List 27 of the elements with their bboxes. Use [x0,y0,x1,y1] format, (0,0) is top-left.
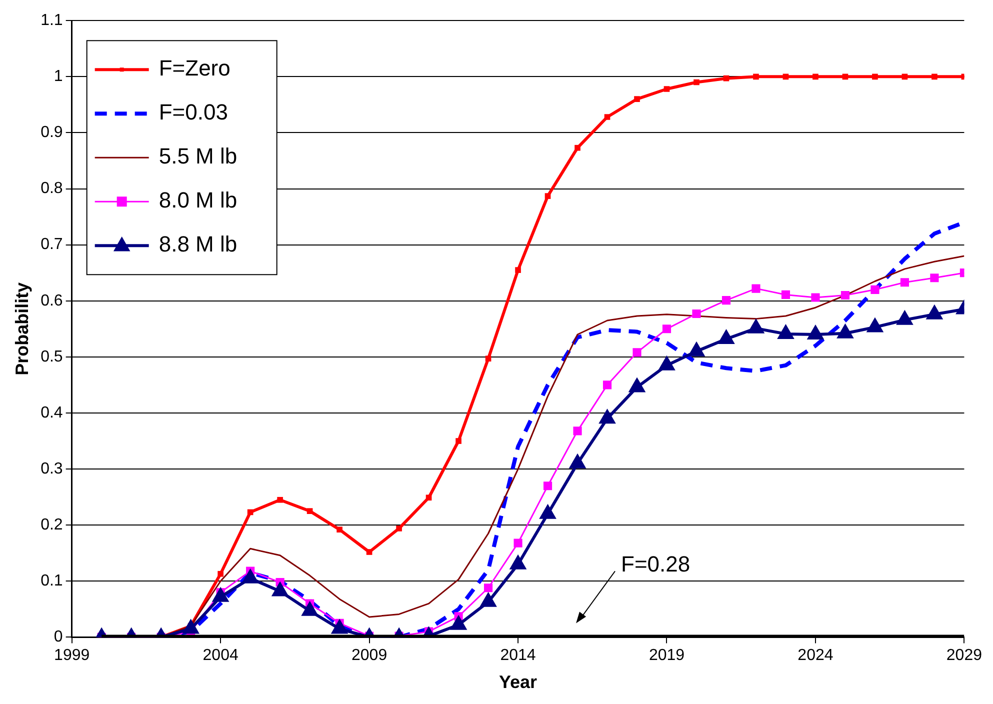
legend-label: 8.0 M lb [158,188,238,213]
y-tick-label: 0.8 [40,180,63,198]
x-tick-label: 2004 [202,647,238,664]
y-tick-label: 0.5 [40,348,63,366]
legend-label: 8.8 M lb [158,232,238,257]
x-tick-label: 1999 [54,647,90,664]
x-tick-label: 2014 [500,647,536,664]
legend-label: F=0.03 [158,100,228,125]
y-axis-title: Probability [12,282,32,376]
y-tick-label: 0.1 [40,572,63,590]
y-tick-label: 0.7 [40,236,63,254]
legend-label: F=Zero [158,56,230,81]
x-tick-label: 2029 [946,647,982,664]
y-tick-label: 0.2 [40,516,63,534]
y-tick-label: 0.4 [40,404,63,422]
y-tick-label: 0 [54,628,63,646]
y-tick-label: 0.3 [40,460,63,478]
y-tick-label: 0.6 [40,292,63,310]
x-tick-label: 2024 [798,647,834,664]
y-tick-label: 1.1 [40,12,63,30]
x-axis-title: Year [499,672,538,692]
x-tick-label: 2019 [648,647,685,664]
y-tick-label: 0.9 [40,124,63,142]
legend-label: 5.5 M lb [158,144,238,169]
y-tick-label: 1 [54,68,63,86]
annotation: F=0.28 [621,551,690,576]
x-tick-label: 2009 [352,647,388,664]
